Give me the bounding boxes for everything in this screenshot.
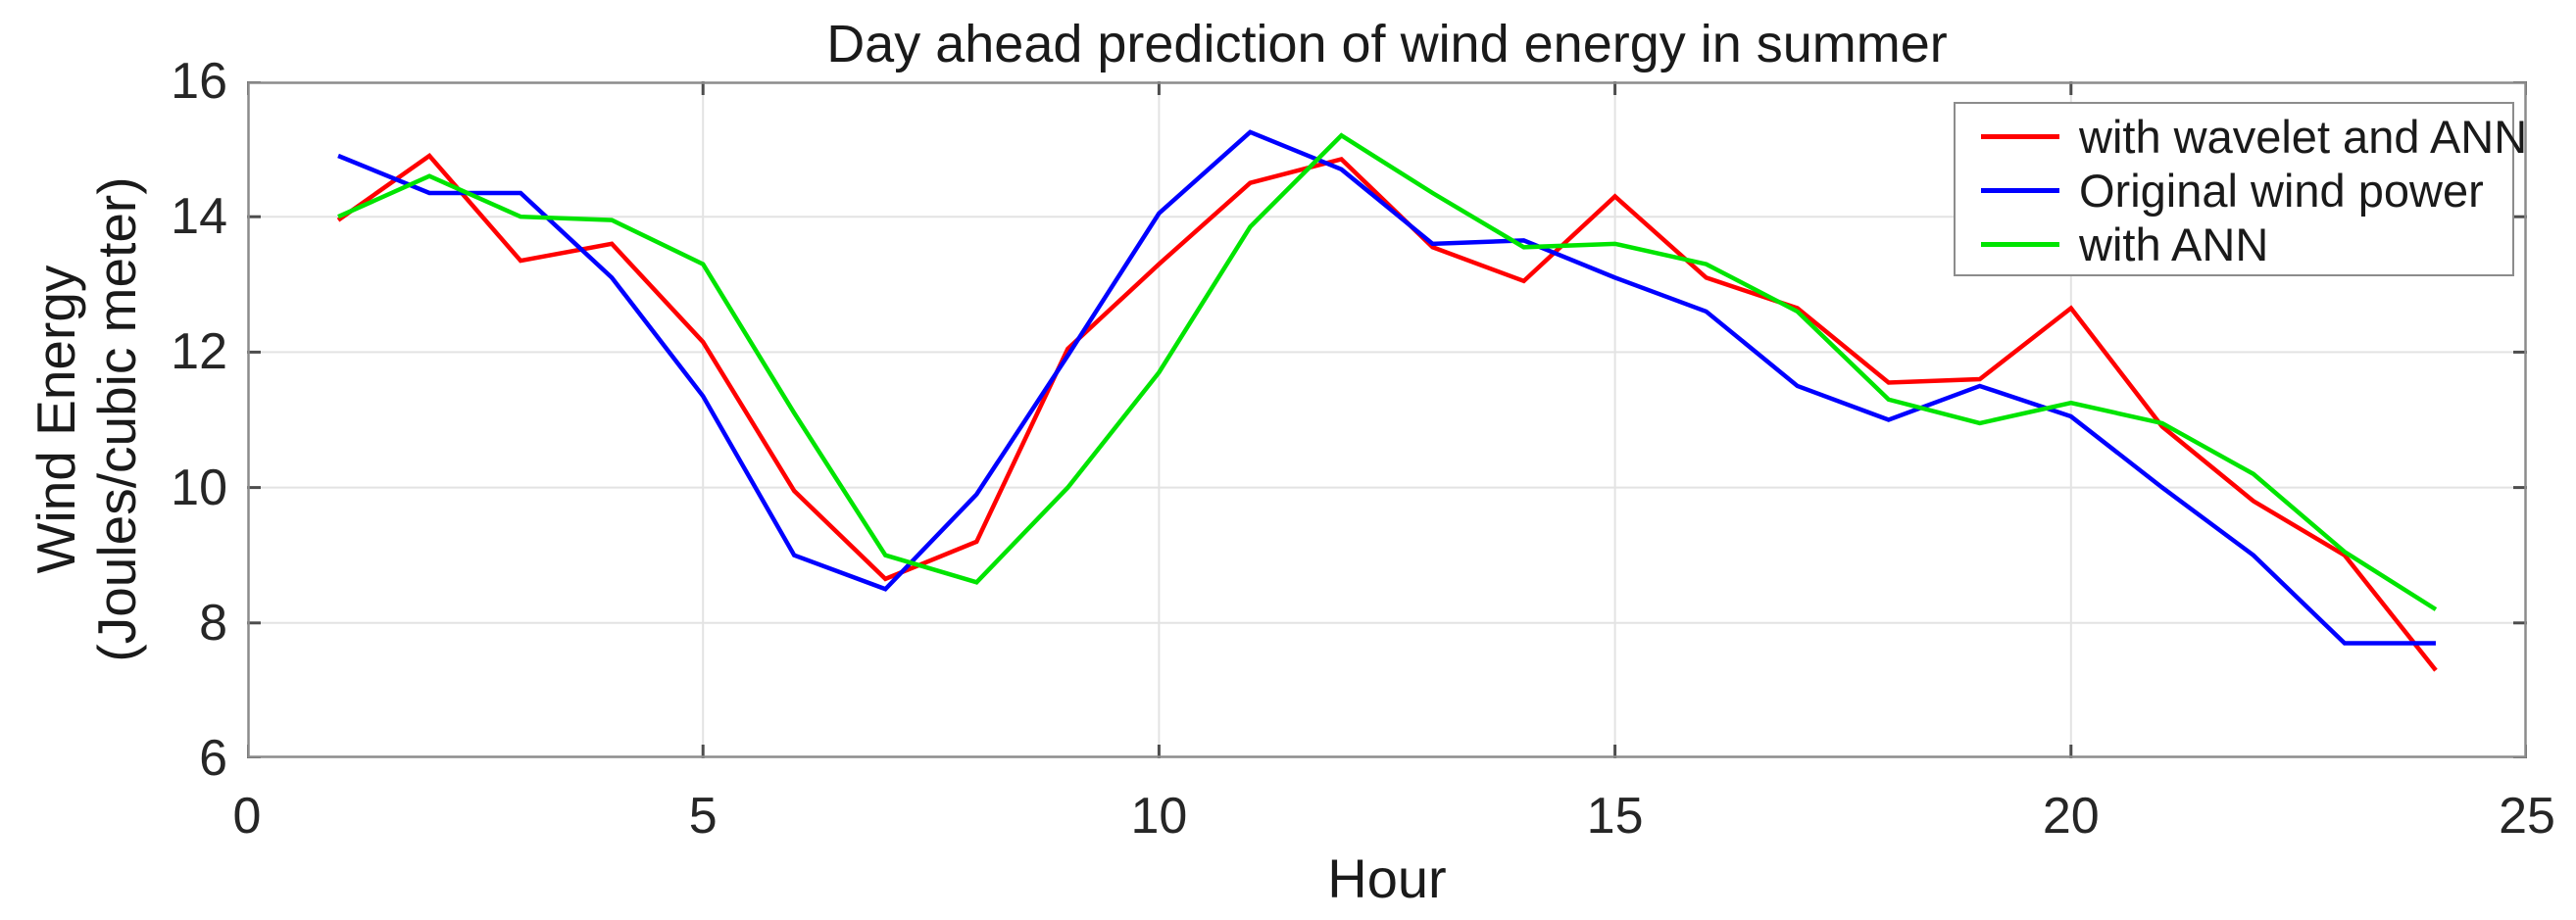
legend-label: Original wind power xyxy=(2079,165,2484,217)
legend-label: with ANN xyxy=(2079,218,2269,270)
y-tick-label-16: 16 xyxy=(171,53,227,110)
y-tick-label-10: 10 xyxy=(171,459,227,516)
legend-swatch-red-line xyxy=(1981,134,2059,139)
x-axis-label: Hour xyxy=(1327,847,1447,909)
legend-swatch-blue-line xyxy=(1981,188,2059,193)
x-tick-label-15: 15 xyxy=(1586,788,1644,845)
x-tick-label-10: 10 xyxy=(1130,788,1188,845)
legend-swatch-green-line xyxy=(1981,242,2059,247)
x-tick-label-25: 25 xyxy=(2499,788,2555,845)
plot-area xyxy=(247,81,2527,758)
series-line-with-wavelet-and-ann xyxy=(336,152,2438,672)
x-tick-label-0: 0 xyxy=(232,788,262,845)
y-tick-label-12: 12 xyxy=(171,323,227,381)
axes-frame xyxy=(247,81,2527,758)
y-tick-label-8: 8 xyxy=(199,594,227,652)
series-line-original-wind-power xyxy=(337,129,2436,646)
y-tick-label-14: 14 xyxy=(171,188,227,246)
legend-item-with-ann: with ANN xyxy=(1981,218,2512,271)
plot-canvas xyxy=(247,81,2527,758)
legend-label: with wavelet and ANN xyxy=(2079,111,2528,163)
legend-box: with wavelet and ANN Original wind power… xyxy=(1954,102,2527,276)
y-axis-tick-labels: 6 8 10 12 14 16 xyxy=(0,0,227,920)
legend-item-with-wavelet-and-ann: with wavelet and ANN xyxy=(1981,110,2527,164)
series-line-with-ann xyxy=(337,132,2438,611)
y-tick-label-6: 6 xyxy=(199,730,227,787)
legend-item-original-wind-power: Original wind power xyxy=(1981,164,2512,218)
chart-title: Day ahead prediction of wind energy in s… xyxy=(826,15,1948,73)
x-tick-label-5: 5 xyxy=(688,788,718,845)
x-tick-label-20: 20 xyxy=(2042,788,2100,845)
